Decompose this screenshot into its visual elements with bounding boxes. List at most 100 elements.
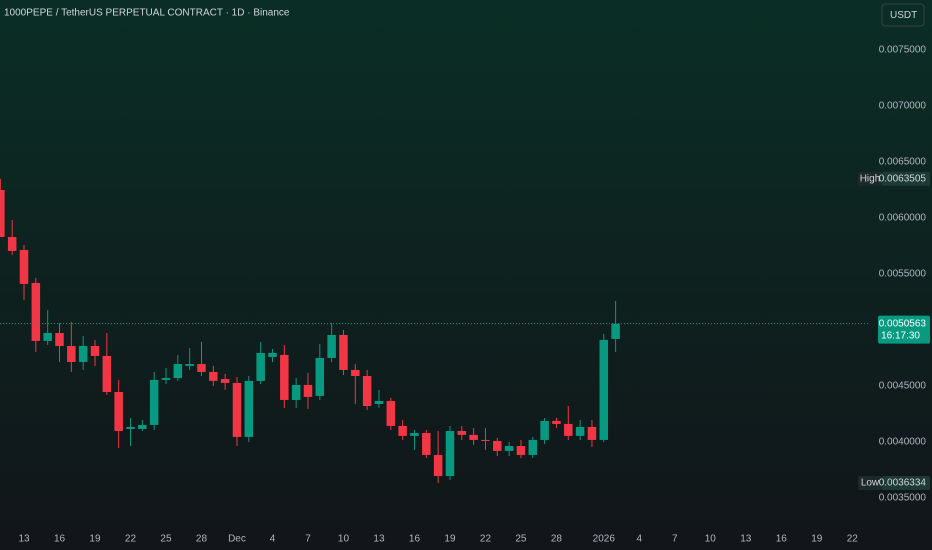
countdown-label: 16:17:30 [881,330,920,341]
candle-body [149,379,159,425]
candle-body [433,454,443,477]
candle-body [78,345,88,362]
candle-body [351,369,360,376]
high-value-label: 0.0063505 [879,173,927,184]
candle-body [564,423,573,436]
candle-body [291,384,301,400]
x-tick-label: 10 [338,534,350,545]
x-tick-label: 4 [270,534,276,545]
y-tick-label: 0.0060000 [879,213,927,224]
candle-body [457,430,467,435]
candle-body [90,345,100,356]
x-tick-label: 22 [125,534,137,545]
high-value-box [882,171,930,186]
candle-body [528,439,538,455]
candle-body [126,426,135,429]
candle-body [197,364,206,372]
candle-body [0,189,5,237]
chart-title: 1000PEPE / TetherUS PERPETUAL CONTRACT ·… [4,8,290,19]
candle-body [185,364,194,366]
candle-body [114,392,123,431]
candle-body [280,354,289,400]
candle-body [138,424,147,429]
x-tick-label: 19 [811,534,823,545]
x-tick-label: 22 [480,534,492,545]
candle-body [504,445,514,451]
x-tick-label: 19 [89,534,101,545]
y-tick-label: 0.0065000 [879,157,927,168]
x-tick-label: 2026 [593,534,616,545]
candle-body [516,445,526,455]
x-tick-label: 22 [847,534,859,545]
candle-body [7,236,17,251]
y-tick-label: 0.0035000 [879,493,927,504]
low-tag-box [858,476,882,491]
candle-body [469,434,478,440]
candle-body [173,364,183,379]
candle-body [209,371,218,381]
candle-body [31,282,41,341]
candle-body [481,439,490,441]
candle-body [67,345,76,362]
candle-body [398,425,407,436]
candle-body [102,355,112,393]
candle-body [268,352,277,357]
x-tick-label: 28 [551,534,563,545]
candle-body [43,332,52,341]
candle-body [552,420,561,424]
last-price-box [878,315,930,344]
x-tick-label: 25 [160,534,172,545]
candle-body [327,335,336,358]
x-tick-label: Dec [228,534,246,545]
candle-body [493,440,502,451]
x-tick-label: 19 [444,534,456,545]
y-tick-label: 0.0075000 [879,45,927,56]
candle-body [244,380,254,437]
low-tag-label: Low [861,478,880,489]
x-tick-label: 10 [705,534,717,545]
candle-body [587,426,597,440]
candle-body [386,400,396,426]
x-tick-label: 28 [196,534,208,545]
candle-body [362,375,372,407]
x-tick-label: 13 [373,534,385,545]
candle-body [445,430,455,477]
candle-body [339,335,348,370]
currency-label[interactable]: USDT [890,10,917,21]
candle-body [575,426,585,436]
candle-body [55,332,64,346]
y-tick-label: 0.0070000 [879,101,927,112]
high-tag-box [858,171,882,186]
candle-body [232,382,242,437]
x-tick-label: 25 [515,534,527,545]
candle-body [19,249,29,284]
x-tick-label: 13 [18,534,30,545]
x-tick-label: 16 [54,534,66,545]
high-tag-label: High [860,173,881,184]
y-tick-label: 0.0055000 [879,269,927,280]
low-value-label: 0.0036334 [879,478,927,489]
currency-button[interactable] [881,3,925,27]
candle-body [540,420,549,440]
last-price-label: 0.0050563 [879,318,927,329]
candle-body [303,384,313,397]
y-tick-label: 0.0045000 [879,381,927,392]
candle-body [220,379,230,383]
candle-body [374,400,384,404]
candle-body [410,433,419,436]
x-tick-label: 7 [305,534,311,545]
candle-body [611,323,620,339]
x-tick-label: 16 [409,534,421,545]
x-tick-label: 7 [672,534,678,545]
candle-body [422,433,431,455]
y-tick-label: 0.0040000 [879,437,927,448]
candle-body [161,378,171,380]
candle-body [315,357,325,396]
candle-body [256,352,265,381]
x-tick-label: 16 [776,534,788,545]
x-tick-label: 4 [636,534,642,545]
low-value-box [882,476,930,491]
